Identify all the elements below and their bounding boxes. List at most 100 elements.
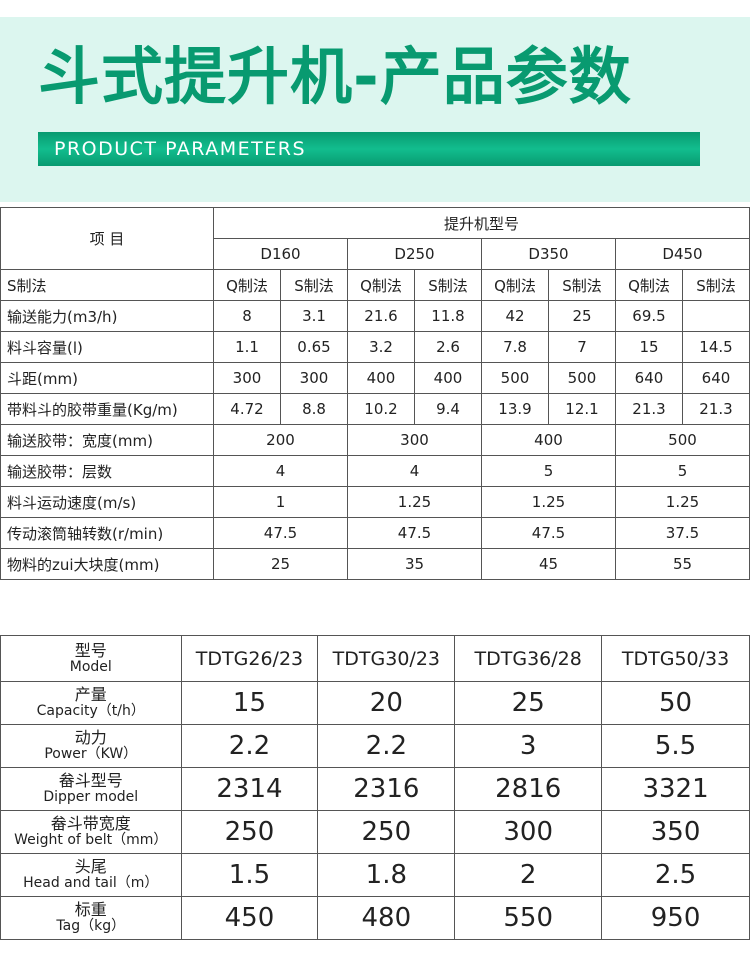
label-en: Head and tail（m） (23, 875, 159, 891)
table-row: 动力 Power（KW） 2.2 2.2 3 5.5 (0, 724, 750, 768)
table-cell: 5 (481, 455, 616, 487)
table-cell: 25 (454, 681, 603, 725)
table-cell: 500 (615, 424, 750, 456)
table-cell: 42 (481, 300, 549, 332)
table-cell: 2 (454, 853, 603, 897)
table-cell: D160 (213, 238, 348, 270)
table-cell: 提升机型号 (213, 207, 750, 239)
label-en: Model (69, 658, 112, 675)
table-cell: 25 (548, 300, 616, 332)
table-cell: 640 (615, 362, 683, 394)
label-en: Tag（kg） (56, 918, 126, 934)
table-row: 标重 Tag（kg） 450 480 550 950 (0, 896, 750, 940)
table-cell: 5.5 (601, 724, 750, 768)
table-row: 带料斗的胶带重量(Kg/m) 4.72 8.8 10.2 9.4 13.9 12.1 21.3… (0, 393, 750, 425)
table-cell: 3.1 (280, 300, 348, 332)
table-cell: 3 (454, 724, 603, 768)
table-cell: 2816 (454, 767, 603, 811)
table-cell: 250 (317, 810, 456, 854)
table-cell: 12.1 (548, 393, 616, 425)
table-cell: 300 (213, 362, 281, 394)
table-row: 头尾 Head and tail（m） 1.5 1.8 2 2.5 (0, 853, 750, 897)
table-cell: 50 (601, 681, 750, 725)
table-cell: 300 (347, 424, 482, 456)
table-cell: 550 (454, 896, 603, 940)
table-row: 产量 Capacity（t/h） 15 20 25 50 (0, 681, 750, 725)
table-cell: 300 (280, 362, 348, 394)
table-cell: 带料斗的胶带重量(Kg/m) (0, 393, 214, 425)
label-en: Capacity（t/h） (36, 703, 145, 719)
table-cell: 料斗运动速度(m/s) (0, 486, 214, 518)
table-cell: Q制法 (347, 269, 415, 301)
table-cell: TDTG50/33 (601, 635, 750, 682)
table-cell: 13.9 (481, 393, 549, 425)
table-cell: 8 (213, 300, 281, 332)
table-cell: 料斗容量(l) (0, 331, 214, 363)
table-cell: 69.5 (615, 300, 683, 332)
table-cell: 1.1 (213, 331, 281, 363)
label-cn: 标重 (74, 900, 107, 919)
table-cell: 200 (213, 424, 348, 456)
table-cell: 型号 Model (0, 635, 182, 682)
table-row: 输送能力(m3/h) 8 3.1 21.6 11.8 42 25 69.5 (0, 300, 750, 332)
elevator-parameters-table: 项 目提升机型号 D160 D250 D350 D450 S制法 Q制法 S制法 Q制法 S制法 Q… (0, 207, 750, 580)
table-cell: 21.6 (347, 300, 415, 332)
table-cell: 450 (180, 896, 319, 940)
table-cell: 640 (682, 362, 750, 394)
table-cell: 350 (601, 810, 750, 854)
header-banner (0, 17, 750, 202)
table-row: S制法 Q制法 S制法 Q制法 S制法 Q制法 S制法 Q制法 S制法 (0, 269, 750, 301)
table-row: 输送胶带：宽度(mm) 200 300 400 500 (0, 424, 750, 456)
table-cell: S制法 (280, 269, 348, 301)
table-cell: TDTG30/23 (317, 635, 456, 682)
table-cell: 400 (414, 362, 482, 394)
table-cell: 头尾 Head and tail（m） (0, 853, 182, 897)
table-cell: D350 (481, 238, 616, 270)
label-en: Dipper model (43, 789, 139, 805)
table-row: 畚斗带宽度 Weight of belt（mm） 250 250 300 350 (0, 810, 750, 854)
table-cell: 输送胶带：宽度(mm) (0, 424, 214, 456)
table-cell: 25 (213, 548, 348, 580)
label-cn: 畚斗型号 (58, 771, 123, 790)
table-cell: 20 (317, 681, 456, 725)
table-cell: 14.5 (682, 331, 750, 363)
table-cell: 输送能力(m3/h) (0, 300, 214, 332)
table-cell: 1.25 (347, 486, 482, 518)
table-cell: 37.5 (615, 517, 750, 549)
subtitle-bar: PRODUCT PARAMETERS (38, 132, 700, 166)
table-cell: 300 (454, 810, 603, 854)
table-cell: 10.2 (347, 393, 415, 425)
table-row: 料斗容量(l) 1.1 0.65 3.2 2.6 7.8 7 15 14.5 (0, 331, 750, 363)
table-cell: TDTG26/23 (180, 635, 319, 682)
table-cell: 1.25 (615, 486, 750, 518)
table-cell: 480 (317, 896, 456, 940)
table-cell: 400 (481, 424, 616, 456)
table-row: 型号 Model TDTG26/23 TDTG30/23 TDTG36/28 TDTG50… (0, 635, 750, 682)
label-cn: 头尾 (74, 857, 107, 876)
table-cell: 47.5 (481, 517, 616, 549)
table-row: 料斗运动速度(m/s) 1 1.25 1.25 1.25 (0, 486, 750, 518)
table-cell: 47.5 (213, 517, 348, 549)
table-row: 输送胶带：层数 4 4 5 5 (0, 455, 750, 487)
table-cell: 斗距(mm) (0, 362, 214, 394)
table-cell: 4 (213, 455, 348, 487)
model-parameters-table: 型号 Model TDTG26/23 TDTG30/23 TDTG36/28 TDTG50… (0, 635, 750, 940)
table-cell: D250 (347, 238, 482, 270)
page-title: 斗式提升机-产品参数 (38, 40, 632, 113)
table-cell: 500 (481, 362, 549, 394)
table-cell: 1.25 (481, 486, 616, 518)
table-cell: 4.72 (213, 393, 281, 425)
table-cell: S制法 (682, 269, 750, 301)
table-cell: 950 (601, 896, 750, 940)
table-cell: 畚斗型号 Dipper model (0, 767, 182, 811)
table-row: D160 D250 D350 D450 (1, 238, 750, 270)
table-cell: 5 (615, 455, 750, 487)
table-cell: 1 (213, 486, 348, 518)
table-cell: 畚斗带宽度 Weight of belt（mm） (0, 810, 182, 854)
table-cell: TDTG36/28 (454, 635, 603, 682)
label-en: Power（KW） (44, 746, 138, 762)
label-en: Weight of belt（mm） (14, 832, 168, 848)
table-row: 项 目提升机型号 (0, 207, 750, 270)
table-cell: 4 (347, 455, 482, 487)
